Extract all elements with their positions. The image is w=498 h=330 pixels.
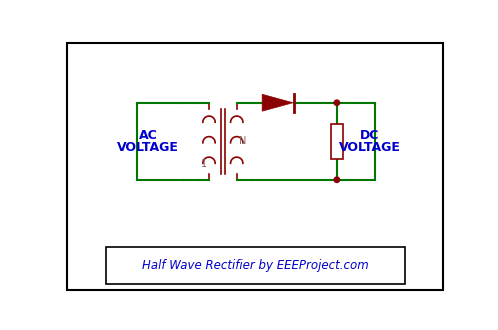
Bar	[331, 124, 343, 159]
Bar	[106, 247, 404, 284]
Polygon shape	[262, 94, 293, 111]
Text: AC: AC	[139, 129, 157, 142]
Text: VOLTAGE: VOLTAGE	[117, 141, 179, 154]
Text: DC: DC	[360, 129, 379, 142]
Circle shape	[334, 100, 340, 106]
Text: VOLTAGE: VOLTAGE	[339, 141, 401, 154]
Circle shape	[334, 177, 340, 182]
Text: Half Wave Rectifier by EEEProject.com: Half Wave Rectifier by EEEProject.com	[142, 259, 369, 272]
Text: N: N	[239, 136, 247, 146]
Text: 1: 1	[201, 159, 208, 169]
